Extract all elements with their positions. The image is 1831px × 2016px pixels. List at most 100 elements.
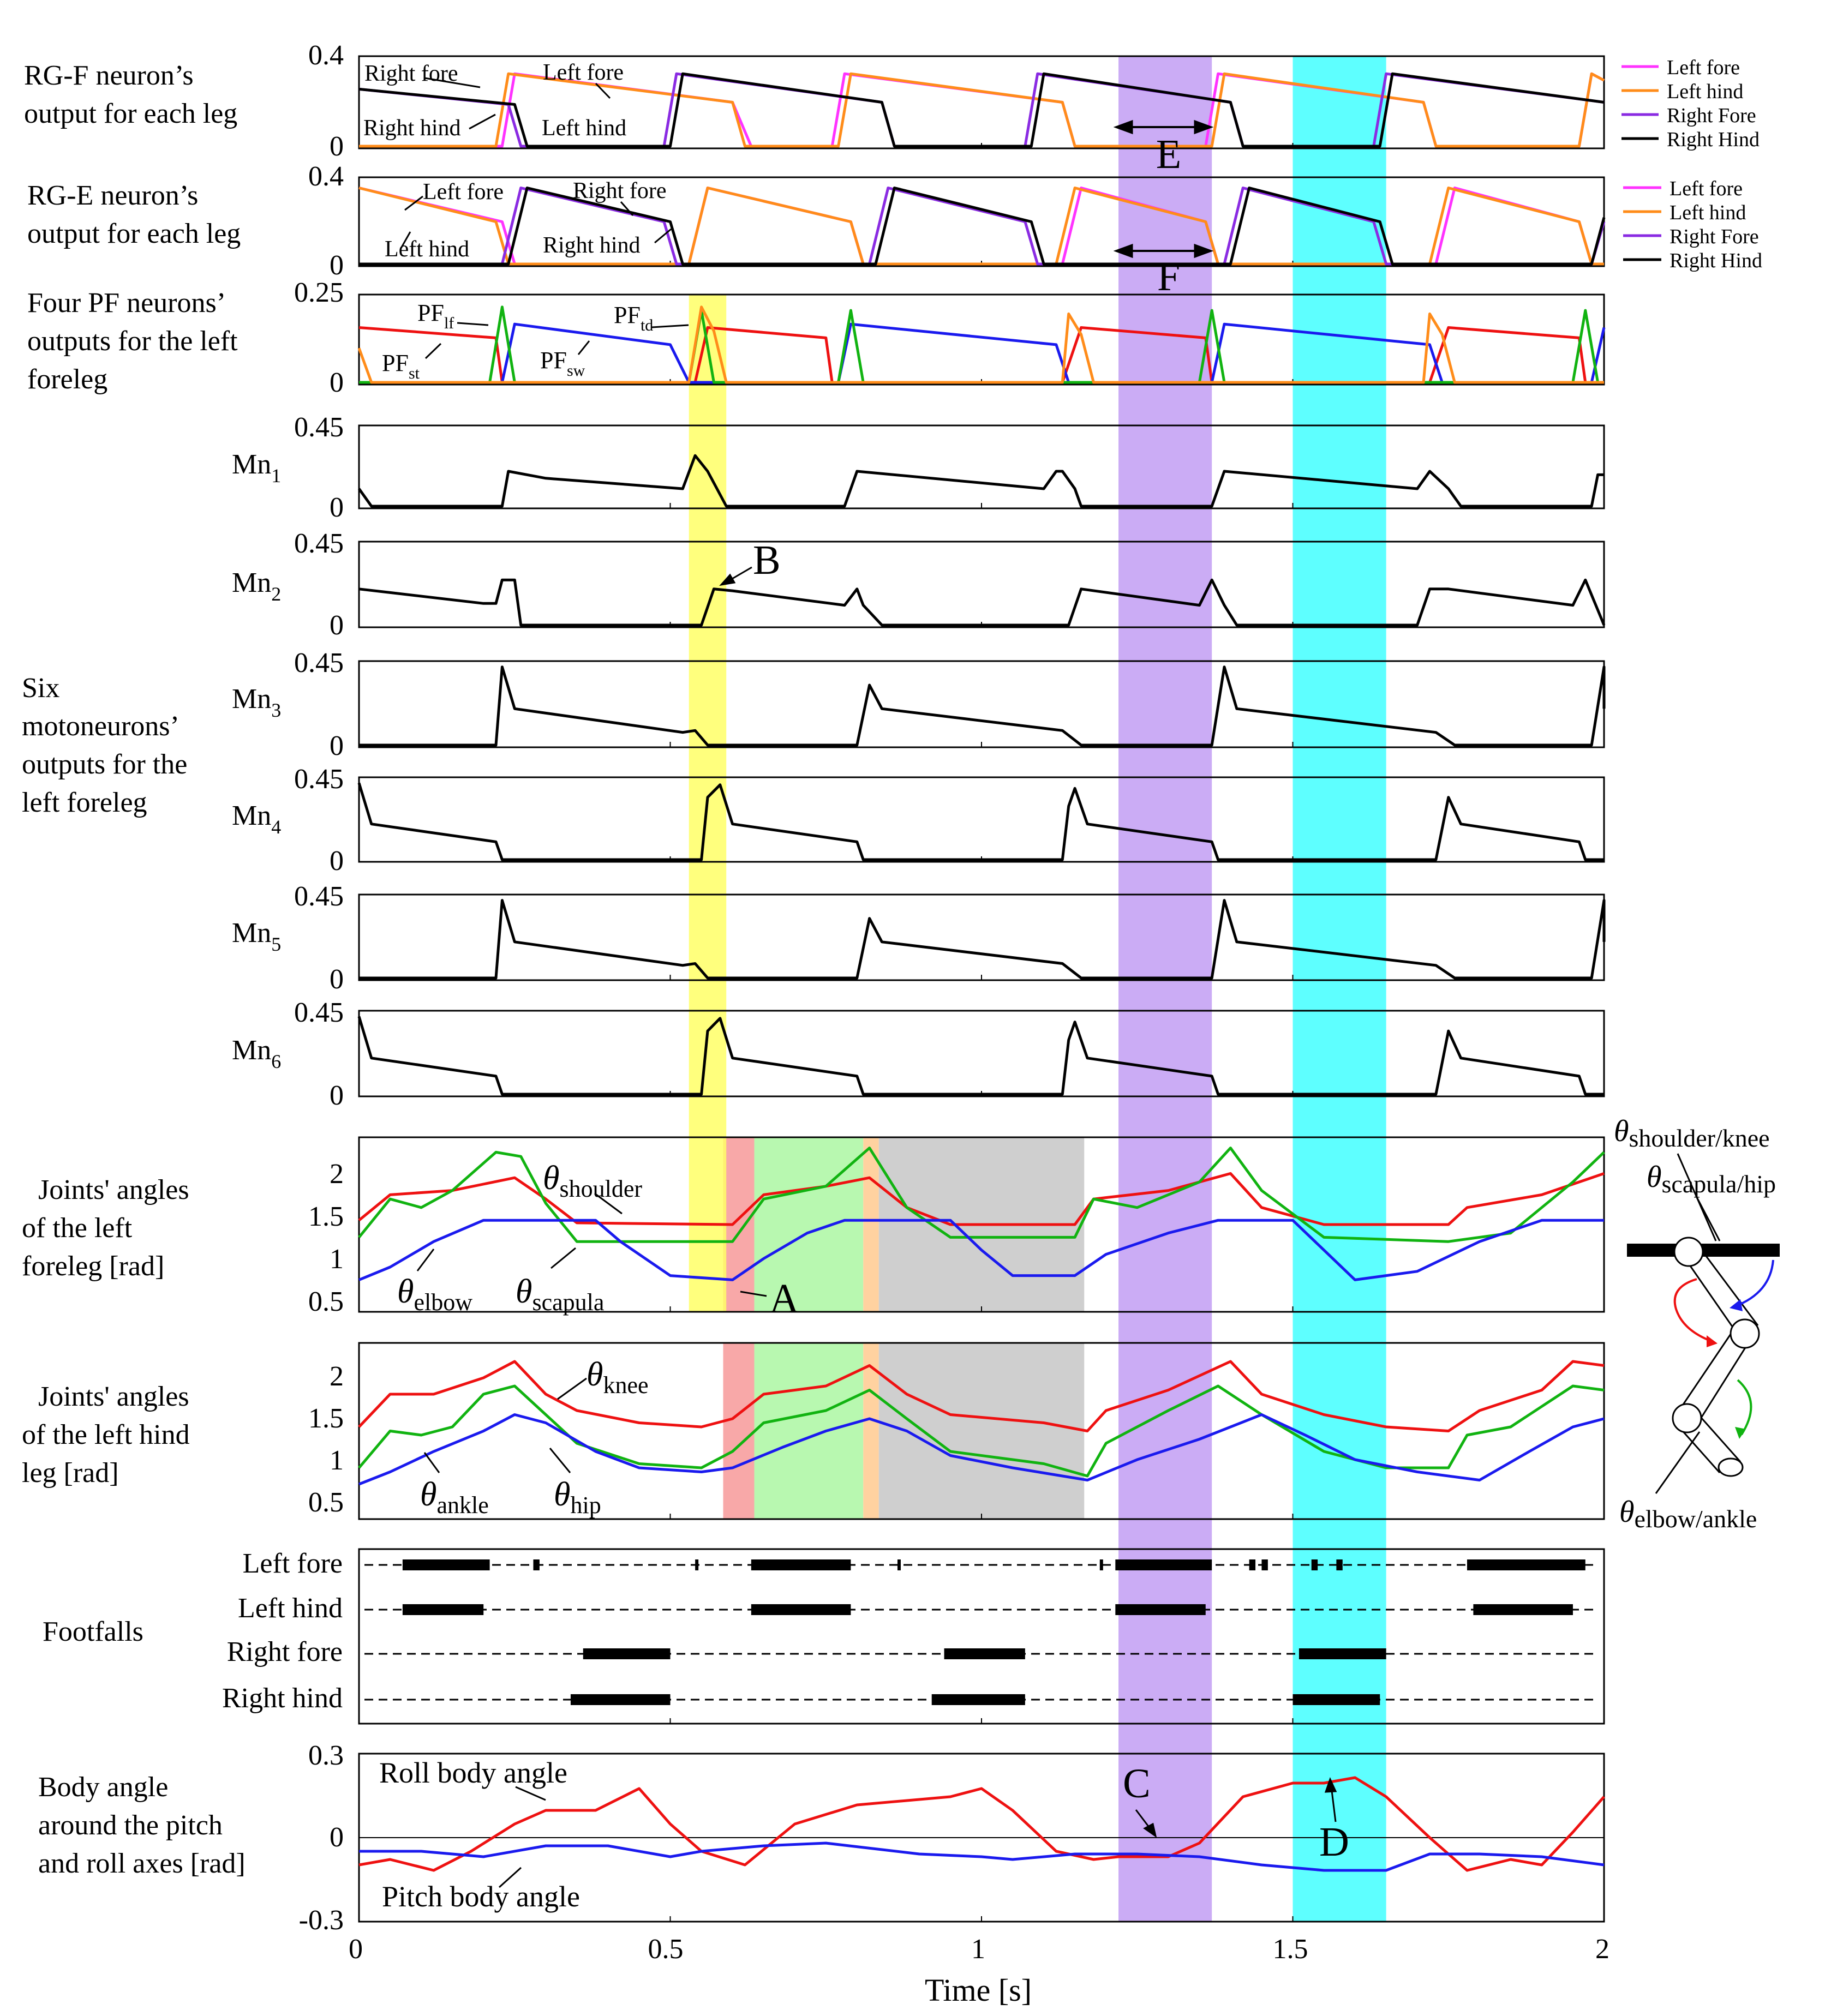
mn6-label: Mn6 [232,1035,281,1072]
footfall-label-left-hind: Left hind [238,1593,343,1624]
rge-leader-right-hind [654,228,672,244]
mn-yticks: 0.45 0 0.45 0 0.45 0 0.45 0 0.45 0 0.45 … [294,412,344,1111]
rgf-legend-label-4: Right Hind [1667,128,1760,151]
xtick-0.5: 0.5 [648,1934,684,1965]
joints-hind-ytick-1: 1 [330,1445,344,1476]
joints-fore-annot-a: A [769,1276,799,1322]
mn1-label: Mn1 [232,449,281,487]
pf-lf-label: PFlf [417,299,454,332]
series-joints_hind-knee [358,1360,1605,1432]
footfall-bars [364,1559,1599,1705]
series-mn3-mn3 [359,665,1606,747]
d-arrowhead [1324,1777,1337,1793]
joints-hind-title-2: of the left hind [22,1419,190,1450]
leg-mid-line-2 [1696,1336,1754,1425]
series-joints_fore-elbow [358,1147,1605,1243]
leg-lower-line-2 [1696,1412,1742,1462]
joints-fore-ytick-1.5: 1.5 [308,1201,344,1232]
footfalls-title: Footfalls [43,1616,143,1647]
pf-sw-label: PFsw [540,347,585,380]
leg-schematic [1627,1153,1780,1494]
rgf-title-2: output for each leg [24,98,237,129]
footfall-stance-0-9 [1311,1559,1318,1570]
mn4-label: Mn4 [232,800,281,838]
footfall-stance-1-2 [1115,1604,1206,1615]
rgf-legend-label-3: Right Fore [1667,104,1756,127]
pf-title-3: foreleg [27,364,107,395]
phase-band-1-joints_hind [754,1343,864,1519]
footfall-stance-0-11 [1467,1559,1585,1570]
series-pf-pftd [357,305,1604,384]
joints-hind-ytick-0.5: 0.5 [308,1487,344,1518]
footfall-stance-1-1 [751,1604,851,1615]
roll-leader [515,1786,546,1801]
mn4-ytick-top: 0.45 [294,764,344,795]
mn5-ytick-zero: 0 [330,964,344,995]
footfall-stance-0-0 [402,1559,490,1570]
footfall-stance-0-1 [533,1559,540,1570]
hip-leader [549,1448,571,1473]
series-rge-right-hind [359,187,1606,266]
rgf-leader-left-fore [595,82,611,99]
a-leader [740,1291,767,1297]
mn6-ytick-top: 0.45 [294,997,344,1028]
pf-title-1: Four PF neurons’ [27,287,226,319]
rge-ytick-zero: 0 [330,250,344,281]
leg-label-leader-elbow [1655,1431,1701,1494]
footfall-stance-3-1 [931,1694,1025,1705]
rge-annot-right-fore: Right fore [573,178,666,203]
leg-theta-elbow-ankle: θelbow/ankle [1619,1495,1757,1533]
body-ytick-mid: 0 [330,1822,344,1853]
footfall-stance-2-1 [944,1648,1025,1659]
footfall-label-right-hind: Right hind [222,1683,343,1714]
c-arrowhead [1143,1822,1157,1838]
mn4-ytick-zero: 0 [330,845,344,877]
ankle-leader [423,1452,440,1473]
xtick-2: 2 [1595,1934,1609,1965]
rge-leader-right-fore [620,201,634,216]
xtick-0: 0 [349,1934,363,1965]
joints-hind-annotations: θknee θankle θhip [420,1356,649,1519]
theta-hip-label: θhip [554,1476,601,1519]
rgf-title-1: RG-F neuron’s [24,60,194,91]
leg-arc-scapula-hip [1734,1259,1774,1307]
leg-label-leader-scapula [1696,1197,1721,1241]
footfall-label-left-fore: Left fore [243,1548,343,1579]
leg-theta-shoulder-knee: θshoulder/knee [1614,1114,1770,1152]
body-title-1: Body angle [38,1772,168,1803]
panel-frame-mn2 [358,541,1605,628]
rgf-legend-label-2: Left hind [1667,80,1743,103]
rgf-annot-right-fore: Right fore [364,61,458,86]
footfall-stance-2-0 [583,1648,671,1659]
footfall-label-right-fore: Right fore [227,1636,343,1667]
pf-leader-td [651,324,689,328]
leg-joint-elbow [1730,1318,1760,1349]
theta-knee-label: θknee [587,1356,649,1399]
series-rgf-right-hind [358,72,1605,148]
joints-hind-ytick-1.5: 1.5 [308,1403,344,1434]
pitch-leader [498,1867,522,1888]
leg-arc-elbow-ankle-head [1735,1427,1746,1439]
b-arrowhead [719,573,736,586]
footfall-stance-1-0 [402,1604,484,1615]
body-annot-c: C [1123,1761,1151,1807]
footfall-stance-0-10 [1336,1559,1343,1570]
theta-ankle-label: θankle [420,1476,489,1519]
series-rgf-left-hind [359,72,1605,148]
f-arrowhead-left [1113,243,1133,259]
pf-td-label: PFtd [614,302,653,334]
mn2-ytick-zero: 0 [330,610,344,641]
data-curves [357,72,1606,1872]
e-arrowhead-right [1194,119,1214,135]
knee-leader [557,1377,587,1400]
mn2-label: Mn2 [232,567,281,605]
joints-fore-title-1: Joints' angles [38,1174,189,1205]
footfall-stance-0-7 [1249,1559,1256,1570]
e-arrowhead-left [1113,119,1133,135]
panel-frame-mn3 [358,660,1605,748]
leg-arc-elbow-ankle [1737,1379,1752,1436]
footfall-stance-0-3 [751,1559,851,1570]
leg-arc-scapula-hip-head [1730,1299,1743,1311]
rgf-band-label-e: E [1156,131,1181,177]
series-mn1-mn1 [357,454,1604,508]
